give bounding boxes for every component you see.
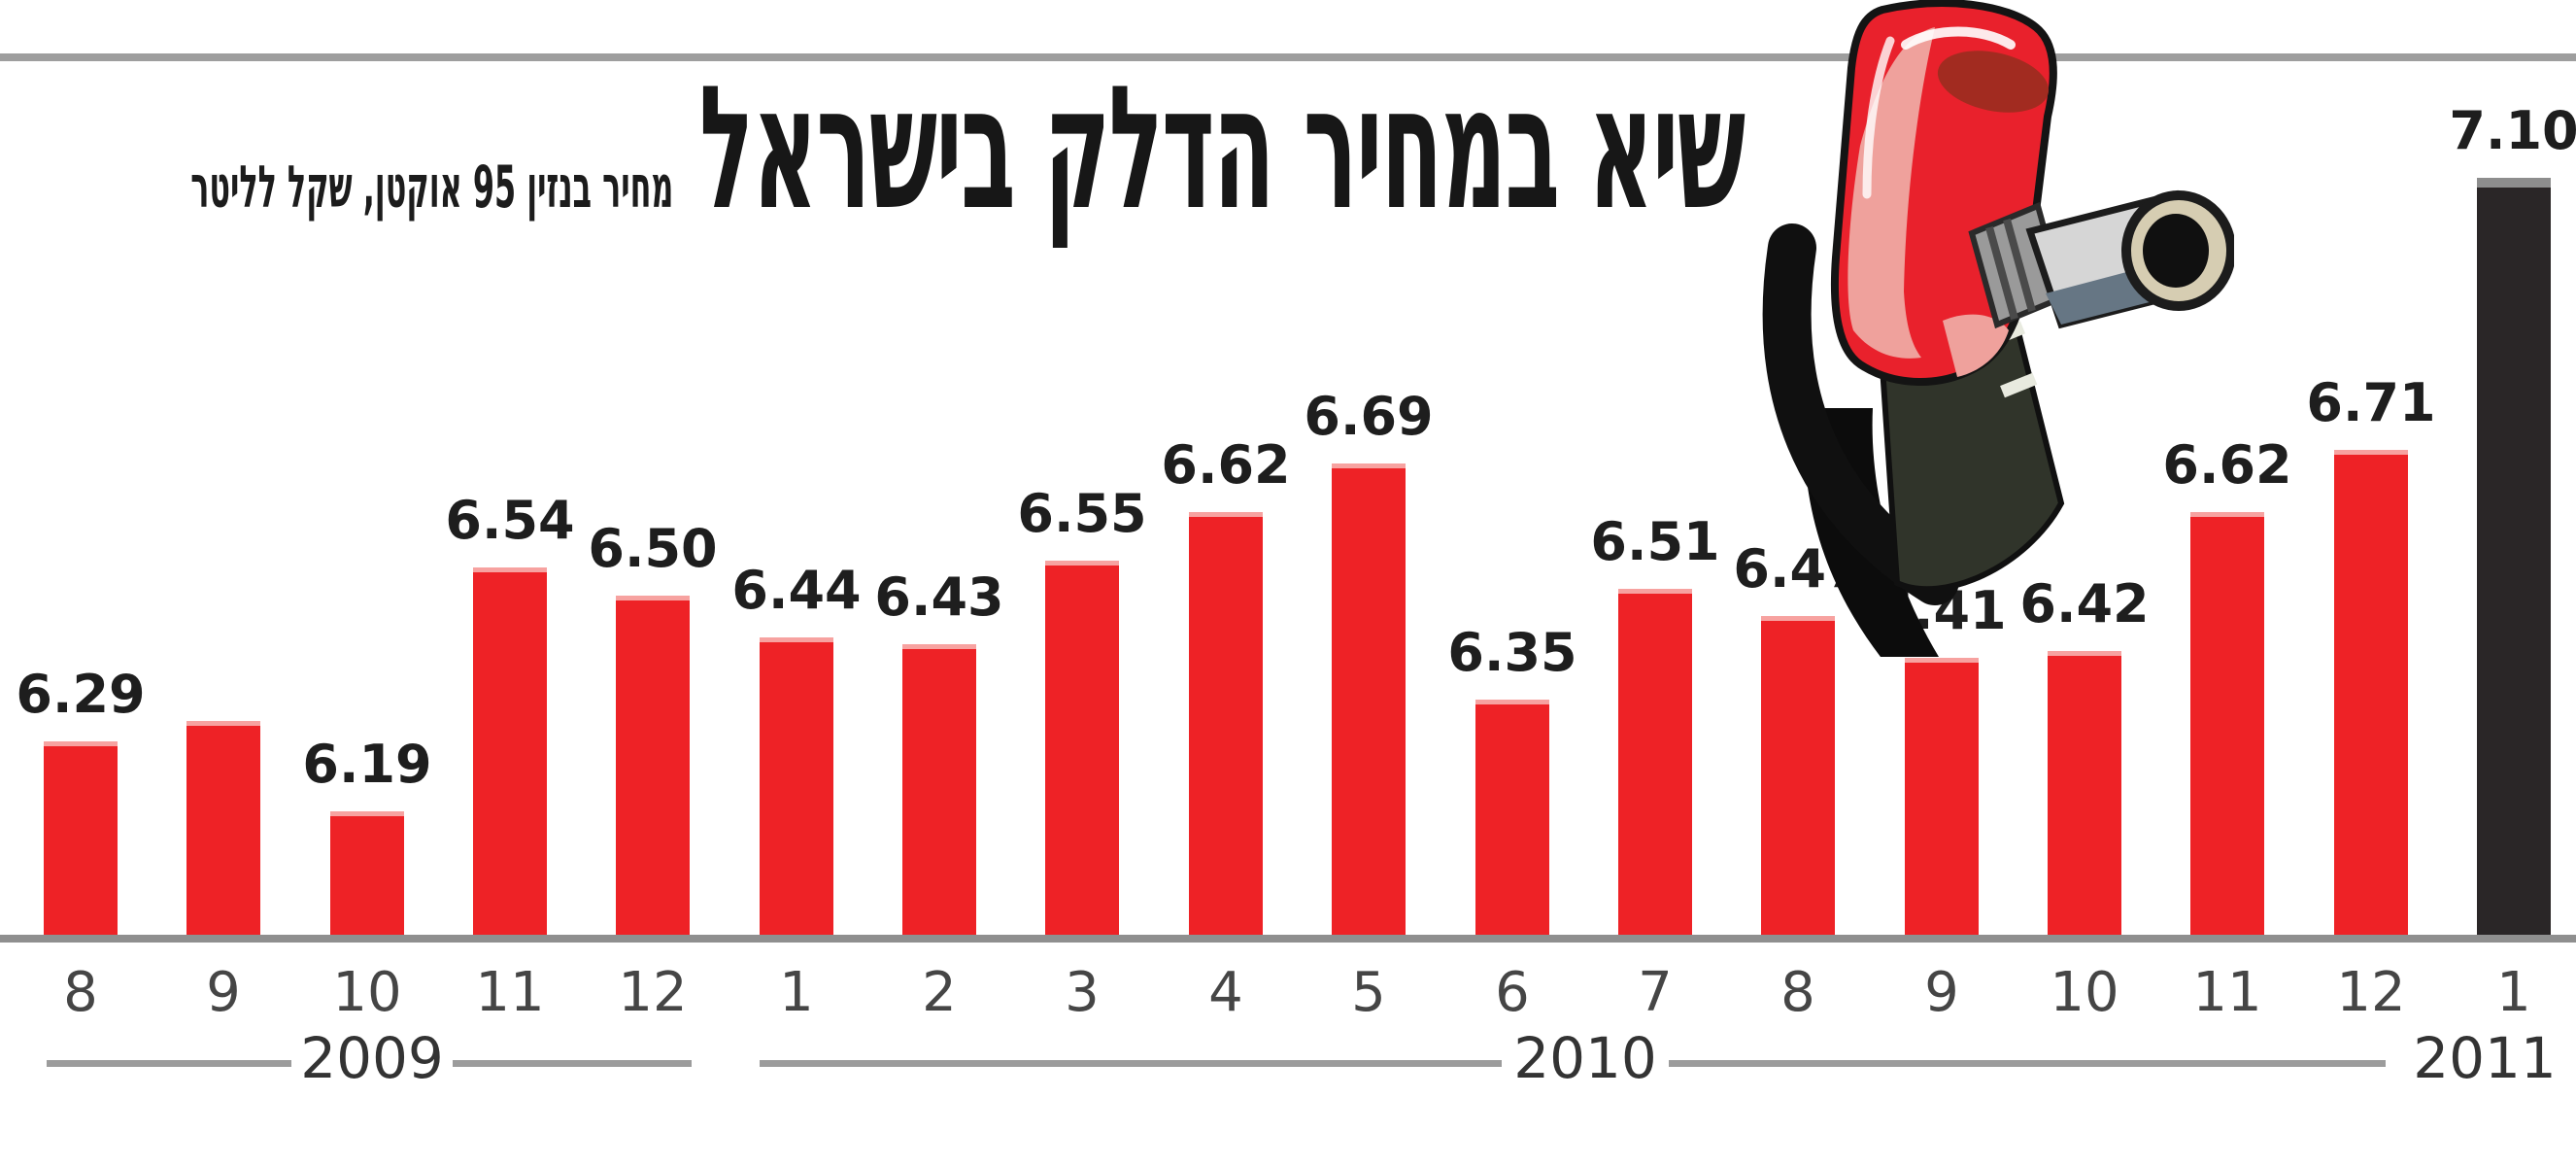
- bar-2010-3: [1045, 561, 1119, 936]
- bar-2010-12: [2334, 450, 2408, 936]
- year-label-2010: 2010: [1513, 1025, 1657, 1091]
- bar-value-label: 6.43: [874, 566, 1004, 628]
- nozzle-guard: [1762, 223, 1959, 605]
- x-axis-month-label: 11: [2192, 961, 2262, 1024]
- x-axis-month-label: 3: [1065, 961, 1100, 1024]
- year-label-2009: 2009: [300, 1025, 444, 1091]
- bar-2010-9: [1905, 658, 1979, 936]
- page-subtitle: מחיר בנזין 95 אוקטן, שקל לליטר: [189, 154, 673, 222]
- bar-value-label: 6.69: [1304, 386, 1434, 447]
- bar-value-label: 6.55: [1017, 483, 1147, 544]
- bar-value-label: 6.35: [1447, 622, 1577, 683]
- year-2009-line-right: [453, 1060, 692, 1067]
- bar-2010-5: [1332, 463, 1406, 936]
- bar-2010-10: [2048, 651, 2121, 936]
- bar-value-label: 6.62: [2162, 434, 2292, 496]
- x-axis-month-label: 1: [779, 961, 814, 1024]
- bar-value-label: 6.42: [2019, 573, 2150, 634]
- bar-2009-9: [186, 721, 260, 936]
- x-axis-month-label: 9: [1924, 961, 1959, 1024]
- x-axis-month-label: 10: [332, 961, 402, 1024]
- top-rule: [0, 53, 2576, 61]
- bar-value-label: 6.44: [731, 560, 862, 621]
- bar-value-label: 6.19: [302, 734, 432, 795]
- x-axis-month-label: 9: [206, 961, 241, 1024]
- year-label-2011: 2011: [2413, 1025, 2557, 1091]
- bar-value-label: 6.71: [2306, 372, 2436, 433]
- bar-2009-11: [473, 567, 547, 936]
- bar-2010-7: [1618, 589, 1692, 936]
- x-axis-month-label: 12: [2336, 961, 2406, 1024]
- x-axis-month-label: 11: [475, 961, 545, 1024]
- x-axis-month-label: 6: [1495, 961, 1530, 1024]
- nozzle-highlight: [1847, 27, 1935, 359]
- bar-value-label: 6.54: [445, 490, 575, 551]
- bar-value-label: 7.10: [2449, 100, 2576, 161]
- bar-2010-2: [902, 644, 976, 936]
- page-title: שיא במחיר הדלק בישראל: [698, 51, 1745, 248]
- bar-value-label: 6.50: [588, 518, 718, 579]
- x-axis-month-label: 8: [63, 961, 98, 1024]
- fuel-nozzle-illustration: [1762, 0, 2234, 657]
- year-2010-line-left: [760, 1060, 1502, 1067]
- bar-2009-10: [330, 811, 404, 936]
- bar-value-label: 6.51: [1590, 511, 1720, 572]
- year-2010-line-right: [1669, 1060, 2386, 1067]
- year-2009-line-left: [47, 1060, 291, 1067]
- bar-2010-4: [1189, 512, 1263, 936]
- bar-2010-8: [1761, 616, 1835, 936]
- bar-value-label: 6.62: [1161, 434, 1291, 496]
- x-axis-month-label: 4: [1208, 961, 1243, 1024]
- bar-2009-8: [44, 741, 118, 936]
- x-axis-month-label: 8: [1780, 961, 1815, 1024]
- x-axis-month-label: 1: [2496, 961, 2531, 1024]
- bar-2010-11: [2190, 512, 2264, 936]
- bar-2010-6: [1475, 700, 1549, 936]
- x-axis-month-label: 10: [2050, 961, 2119, 1024]
- bar-value-label: 6.29: [16, 664, 146, 725]
- bar-2010-1: [760, 637, 833, 936]
- x-axis-line: [0, 935, 2576, 943]
- x-axis-month-label: 5: [1351, 961, 1386, 1024]
- header: שיא במחיר הדלק בישראל מחיר בנזין 95 אוקט…: [189, 51, 1746, 248]
- bar-2009-12: [616, 596, 690, 936]
- nozzle-trigger: [1879, 328, 2065, 593]
- x-axis-month-label: 12: [618, 961, 688, 1024]
- x-axis-month-label: 7: [1638, 961, 1673, 1024]
- x-axis-month-label: 2: [922, 961, 957, 1024]
- bar-2011-1: [2477, 178, 2551, 936]
